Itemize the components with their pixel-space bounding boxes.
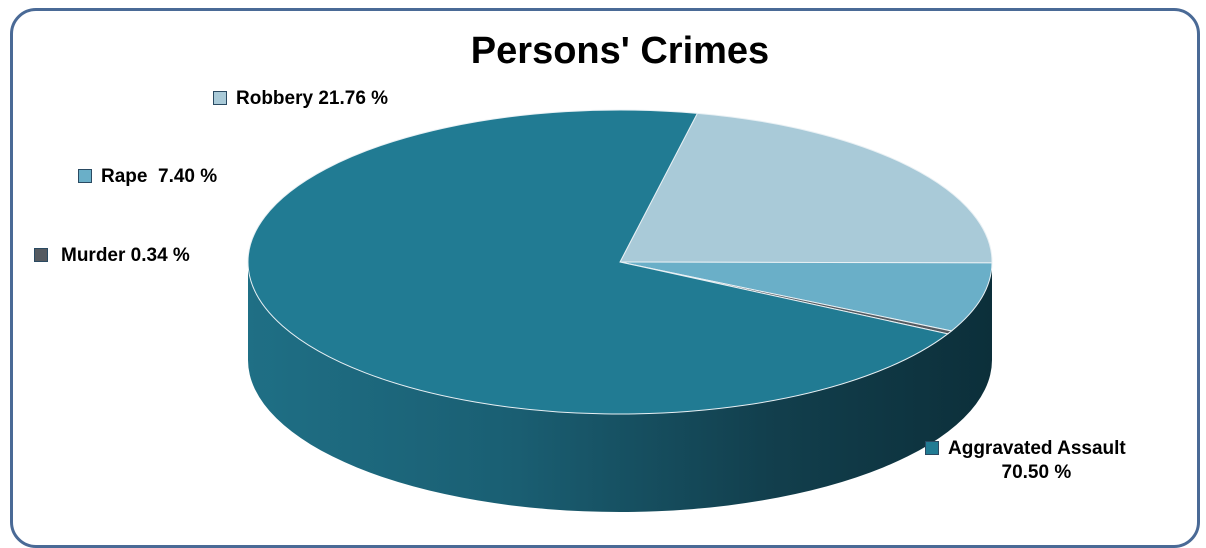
pie-slice-rape [619, 261, 993, 332]
pie-slice-aggravated-assault [247, 109, 950, 415]
murder-label: Murder 0.34 % [61, 245, 190, 266]
robbery-label: Robbery 21.76 % [236, 88, 389, 109]
aggravated-assault-label: Aggravated Assault [948, 438, 1126, 459]
pie-side-wall [248, 262, 992, 512]
legend-murder: Murder 0.34 % [34, 244, 190, 268]
pie-slice-robbery [619, 112, 993, 264]
legend-robbery: Robbery 21.76 % [213, 87, 388, 111]
chart-title: Persons' Crimes [470, 30, 770, 72]
rape-label: Rape 7.40 % [101, 166, 218, 187]
legend-rape: Rape 7.40 % [78, 165, 217, 189]
rape-swatch [78, 169, 92, 183]
pie-chart [247, 109, 993, 512]
legend-aggravated-assault: Aggravated Assault 70.50 % [925, 437, 1126, 485]
aggravated-assault-value: 70.50 % [1001, 462, 1072, 483]
aggravated-assault-swatch [925, 441, 939, 455]
robbery-swatch [213, 91, 227, 105]
murder-swatch [34, 248, 48, 262]
